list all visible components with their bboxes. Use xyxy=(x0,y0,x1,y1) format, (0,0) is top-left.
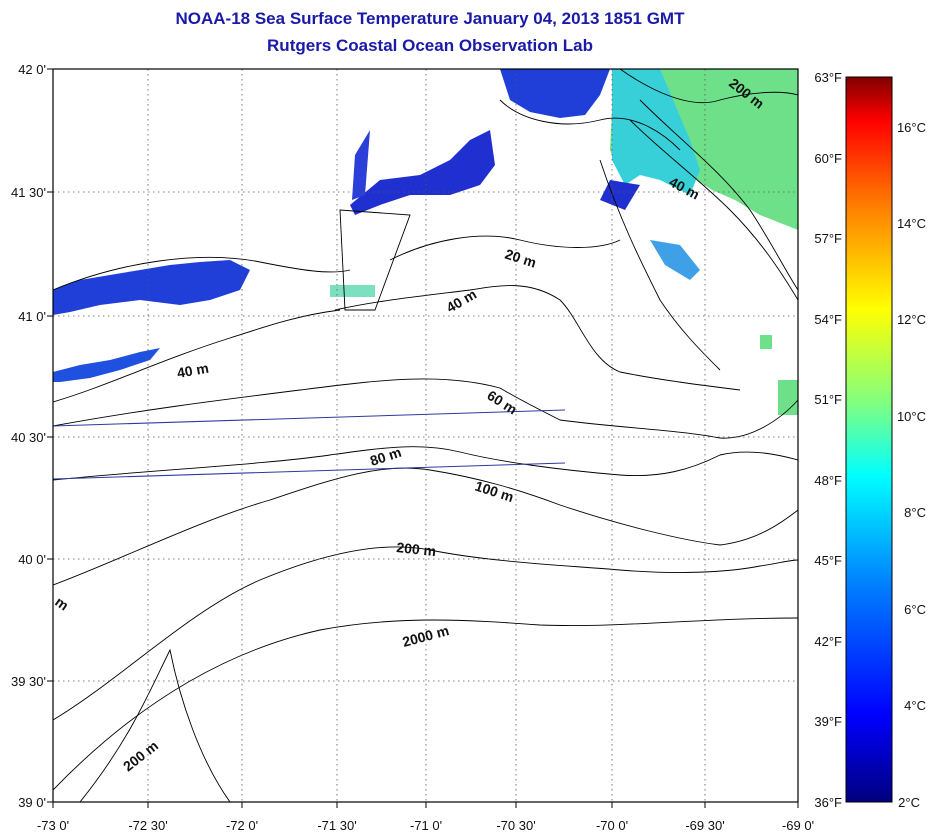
transect-line xyxy=(52,409,566,427)
colorbar-f-label: 42°F xyxy=(814,634,842,649)
colorbar-f-label: 36°F xyxy=(814,795,842,810)
contour-label: m xyxy=(52,593,71,613)
contour-line xyxy=(339,209,411,311)
contour-label: 100 m xyxy=(473,478,516,505)
contour-line xyxy=(53,467,798,586)
colorbar-f-label: 60°F xyxy=(814,151,842,166)
contour-line xyxy=(639,99,798,291)
contour-line xyxy=(389,235,621,261)
transect-line xyxy=(52,462,566,480)
lat-label: 41 0' xyxy=(18,309,46,324)
colorbar-f-label: 54°F xyxy=(814,312,842,327)
contour-line xyxy=(599,159,721,371)
colorbar-gradient xyxy=(845,76,893,803)
lon-label: -69 0' xyxy=(782,818,814,833)
colorbar-celsius-labels: 16°C 14°C 12°C 10°C 8°C 6°C 4°C 2°C xyxy=(897,120,926,810)
lon-label: -70 30' xyxy=(496,818,535,833)
latitude-labels: 42 0' 41 30' 41 0' 40 30' 40 0' 39 30' 3… xyxy=(11,62,46,810)
contour-line xyxy=(53,309,341,403)
contour-line xyxy=(79,648,231,802)
colorbar-c-label: 12°C xyxy=(897,312,926,327)
map-title: NOAA-18 Sea Surface Temperature January … xyxy=(175,9,685,28)
sst-patch-massbay-cold xyxy=(500,69,610,118)
sst-patch-small-4 xyxy=(330,285,375,297)
contour-label: 200 m xyxy=(120,737,161,774)
colorbar-c-label: 10°C xyxy=(897,409,926,424)
contour-label: 40 m xyxy=(444,286,480,316)
lat-label: 41 30' xyxy=(11,185,46,200)
contour-label: 60 m xyxy=(484,387,520,417)
lon-label: -73 0' xyxy=(37,818,69,833)
lon-label: -71 0' xyxy=(410,818,442,833)
lon-label: -70 0' xyxy=(596,818,628,833)
contour-line xyxy=(629,119,798,301)
sst-patch-southshore xyxy=(53,348,160,382)
lon-label: -72 0' xyxy=(226,818,258,833)
contour-label: 80 m xyxy=(368,444,403,469)
graticule xyxy=(53,69,798,802)
contour-line xyxy=(499,99,681,151)
contour-line xyxy=(53,256,351,291)
colorbar-c-label: 8°C xyxy=(904,505,926,520)
lon-label: -71 30' xyxy=(317,818,356,833)
lon-label: -72 30' xyxy=(128,818,167,833)
sst-data-layer xyxy=(53,69,798,415)
longitude-labels: -73 0' -72 30' -72 0' -71 30' -71 0' -70… xyxy=(37,818,814,833)
lat-label: 40 0' xyxy=(18,552,46,567)
colorbar-c-label: 16°C xyxy=(897,120,926,135)
map-subtitle: Rutgers Coastal Ocean Observation Lab xyxy=(267,36,593,55)
sst-patch-longisland-sound xyxy=(53,260,250,315)
colorbar-f-label: 51°F xyxy=(814,392,842,407)
contour-label: 20 m xyxy=(503,246,538,271)
frame-ticks xyxy=(47,68,799,808)
lat-label: 42 0' xyxy=(18,62,46,77)
sst-patch-small-2 xyxy=(760,335,772,349)
colorbar-f-label: 45°F xyxy=(814,553,842,568)
sst-patch-georges-east xyxy=(650,240,700,280)
sst-patch-small-1 xyxy=(600,180,640,210)
colorbar-c-label: 4°C xyxy=(904,698,926,713)
contour-line xyxy=(53,446,798,481)
sst-patch-small-3 xyxy=(778,380,798,415)
colorbar-f-label: 39°F xyxy=(814,714,842,729)
contour-line xyxy=(53,378,798,439)
contour-line xyxy=(53,617,798,791)
lat-label: 40 30' xyxy=(11,430,46,445)
lat-label: 39 0' xyxy=(18,795,46,810)
colorbar-f-label: 57°F xyxy=(814,231,842,246)
contour-line xyxy=(619,69,798,104)
contour-line xyxy=(334,285,741,391)
contour-label: 200 m xyxy=(396,539,437,559)
colorbar-c-label: 14°C xyxy=(897,216,926,231)
contour-line xyxy=(53,546,798,721)
sst-patch-narragansett-cold xyxy=(352,130,370,200)
colorbar-c-label: 2°C xyxy=(898,795,920,810)
sst-patch-buzzards-cold xyxy=(350,130,495,215)
contour-layer xyxy=(53,69,798,802)
colorbar: 63°F 60°F 57°F 54°F 51°F 48°F 45°F 42°F … xyxy=(814,70,926,810)
colorbar-f-label: 48°F xyxy=(814,473,842,488)
colorbar-fahrenheit-labels: 63°F 60°F 57°F 54°F 51°F 48°F 45°F 42°F … xyxy=(814,70,842,810)
colorbar-c-label: 6°C xyxy=(904,602,926,617)
transect-layer xyxy=(52,409,566,480)
contour-label: 2000 m xyxy=(401,622,451,650)
lon-label: -69 30' xyxy=(685,818,724,833)
contour-label: 40 m xyxy=(176,360,210,381)
colorbar-f-label: 63°F xyxy=(814,70,842,85)
lat-label: 39 30' xyxy=(11,674,46,689)
